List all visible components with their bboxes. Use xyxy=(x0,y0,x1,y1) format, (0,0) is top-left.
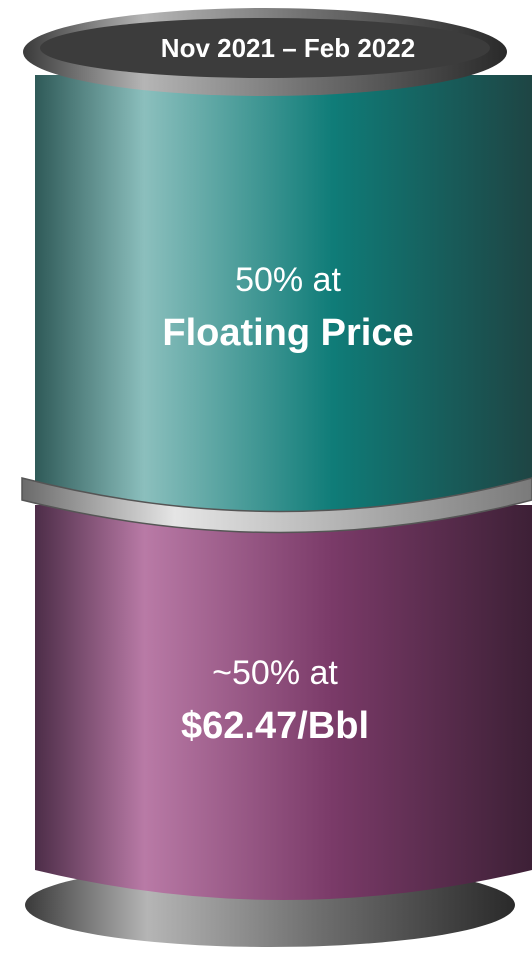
period-title: Nov 2021 – Feb 2022 xyxy=(161,33,415,63)
upper-label-line1: 50% at xyxy=(235,261,341,299)
lower-label-line1: ~50% at xyxy=(212,654,338,692)
page: {"header": {"title": "Nov 2021 – Feb 202… xyxy=(0,0,532,955)
upper-label-line2: Floating Price xyxy=(162,312,413,354)
lower-label-line2: $62.47/Bbl xyxy=(181,705,369,747)
lower-segment xyxy=(35,505,532,900)
barrel-graphic: Nov 2021 – Feb 2022 50% at Floating Pric… xyxy=(0,0,532,955)
